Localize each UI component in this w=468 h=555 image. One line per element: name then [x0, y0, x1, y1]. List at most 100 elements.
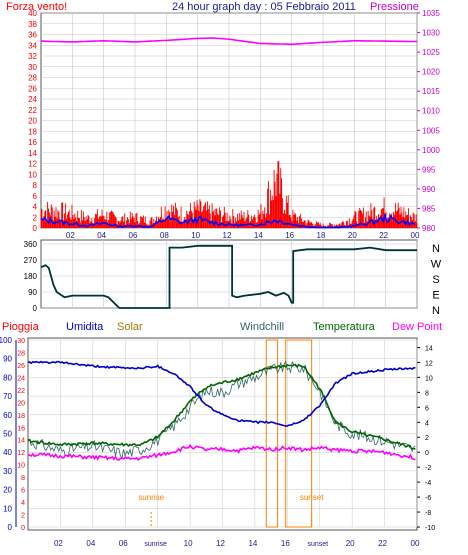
wind-xtick: 22 — [379, 231, 388, 240]
temp-xtick: 20 — [346, 539, 355, 548]
pressure-ytick-right: 1035 — [422, 9, 440, 18]
rain-ytick: 20 — [17, 400, 25, 407]
pressure-series — [40, 37, 417, 46]
pressure-ytick-right: 980 — [422, 224, 436, 233]
wind-ytick-left: 6 — [33, 192, 38, 201]
wind-ytick-left: 38 — [28, 20, 37, 29]
rain-ytick: 28 — [17, 350, 25, 357]
humidity-ytick: 50 — [3, 430, 12, 439]
temp-xtick: 10 — [184, 539, 193, 548]
compass-label: N — [432, 305, 440, 317]
temp-ytick-right: 8 — [425, 390, 429, 397]
temp-ytick-right: 2 — [425, 435, 429, 442]
wind-xtick: 10 — [191, 231, 200, 240]
rain-ytick: 14 — [17, 438, 25, 445]
pressure-ytick-right: 1005 — [422, 126, 440, 135]
wind-ytick-left: 32 — [28, 52, 37, 61]
wind-ytick-left: 20 — [28, 117, 37, 126]
temp-ytick-right: -8 — [425, 510, 431, 517]
temp-ytick-right: -6 — [425, 495, 431, 502]
pressure-ytick-right: 1025 — [422, 48, 440, 57]
rain-ytick: 10 — [17, 463, 25, 470]
rain-ytick: 22 — [17, 388, 25, 395]
wind-xtick: 04 — [97, 231, 106, 240]
wind-ytick-left: 18 — [28, 127, 37, 136]
wind-ytick-left: 14 — [28, 149, 37, 158]
wind-xtick: 14 — [254, 231, 263, 240]
rain-ytick: 24 — [17, 375, 25, 382]
legend-rain: Pioggia — [2, 321, 40, 333]
humidity-ytick: 10 — [3, 504, 12, 513]
legend-temperature: Temperatura — [313, 321, 376, 333]
rain-ytick: 4 — [21, 500, 25, 507]
pressure-ytick-right: 990 — [422, 185, 436, 194]
temperature-series — [27, 363, 416, 450]
rain-ytick: 16 — [17, 425, 25, 432]
temp-ytick-right: 12 — [425, 360, 433, 367]
temp-xtick: sunrise — [144, 541, 167, 548]
rain-ytick: 0 — [21, 525, 25, 532]
wind-ytick-left: 34 — [28, 41, 37, 50]
humidity-ytick: 70 — [3, 392, 12, 401]
header-left-label: Forza vento! — [6, 1, 67, 13]
rain-event-box — [265, 339, 279, 528]
wind-ytick-left: 4 — [33, 203, 38, 212]
pressure-ytick-right: 985 — [422, 204, 436, 213]
rain-ytick: 12 — [17, 450, 25, 457]
temp-xtick: 06 — [119, 539, 128, 548]
pressure-ytick-right: 1020 — [422, 68, 440, 77]
temp-ytick-right: 0 — [425, 450, 429, 457]
wind-ytick-left: 2 — [33, 213, 38, 222]
compass-label: S — [432, 274, 439, 286]
temp-ytick-right: 14 — [425, 345, 433, 352]
legend-solar: Solar — [117, 321, 143, 333]
windchill-series — [27, 360, 416, 460]
wind-ytick-left: 26 — [28, 84, 37, 93]
legend-humidity: Umidita — [66, 321, 104, 333]
rain-ytick: 2 — [21, 513, 25, 520]
humidity-ytick: 60 — [3, 411, 12, 420]
header-right-label: Pressione — [370, 1, 419, 13]
temp-ytick-right: 6 — [425, 405, 429, 412]
wind-xtick: 20 — [348, 231, 357, 240]
dir-ytick: 360 — [24, 240, 38, 249]
compass-label: E — [432, 290, 439, 302]
dir-ytick: 270 — [24, 256, 38, 265]
sunset-label: sunset — [300, 493, 324, 502]
wind-xtick: 06 — [129, 231, 138, 240]
wind-ytick-left: 16 — [28, 138, 37, 147]
wind-direction-series — [40, 244, 417, 309]
rain-ytick: 8 — [21, 475, 25, 482]
pressure-ytick-right: 1030 — [422, 29, 440, 38]
temp-xtick: 16 — [281, 539, 290, 548]
wind-ytick-left: 30 — [28, 63, 37, 72]
wind-xtick: 16 — [285, 231, 294, 240]
temp-xtick: 00 — [411, 539, 420, 548]
humidity-series — [27, 360, 416, 427]
humidity-ytick: 40 — [3, 448, 12, 457]
wind-ytick-left: 10 — [28, 170, 37, 179]
wind-xtick: 02 — [66, 231, 75, 240]
humidity-ytick: 90 — [3, 355, 12, 364]
wind-ytick-left: 28 — [28, 74, 37, 83]
wind-ytick-left: 8 — [33, 181, 38, 190]
temp-xtick: sunset — [307, 541, 328, 548]
wind-xtick: 00 — [411, 231, 420, 240]
rain-ytick: 6 — [21, 488, 25, 495]
humidity-ytick: 20 — [3, 486, 12, 495]
temp-xtick: 14 — [248, 539, 257, 548]
pressure-ytick-right: 1015 — [422, 87, 440, 96]
wind-ytick-left: 40 — [28, 9, 37, 18]
rain-ytick: 30 — [17, 338, 25, 345]
pressure-ytick-right: 1010 — [422, 107, 440, 116]
wind-ytick-left: 12 — [28, 160, 37, 169]
humidity-ytick: 30 — [3, 467, 12, 476]
wind-xtick: 18 — [317, 231, 326, 240]
wind-ytick-left: 22 — [28, 106, 37, 115]
temp-xtick: 22 — [378, 539, 387, 548]
rain-ytick: 26 — [17, 363, 25, 370]
dir-ytick: 90 — [28, 288, 37, 297]
compass-label: N — [432, 243, 440, 255]
dewpoint-series — [27, 443, 416, 462]
